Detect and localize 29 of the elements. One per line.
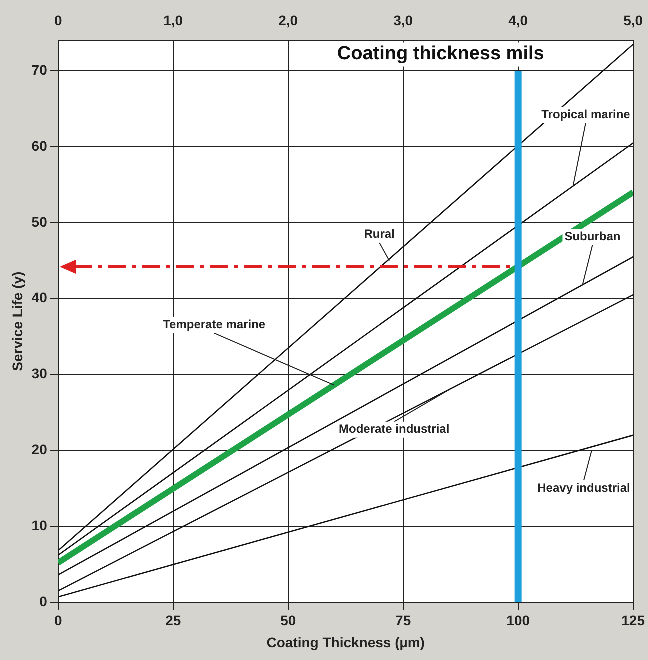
y-tick-label: 50	[32, 214, 48, 230]
annotation: Tropical marine	[542, 107, 631, 122]
x-axis-title: Coating Thickness (µm)	[266, 634, 425, 650]
x-tick-label: 25	[166, 612, 182, 629]
y-tick-label: 30	[32, 366, 48, 382]
x-tick-label: 75	[396, 612, 412, 629]
y-tick-label: 20	[32, 441, 48, 458]
x2-tick-label: 1,0	[164, 12, 184, 28]
annotation: Rural	[364, 227, 395, 242]
annotation: Temperate marine	[163, 318, 266, 332]
x-tick-label: 125	[622, 612, 646, 629]
x-tick-label: 50	[280, 612, 296, 629]
y-tick-label: 60	[32, 138, 48, 154]
annotation: Moderate industrial	[338, 422, 450, 436]
x2-tick-label: 0	[54, 12, 62, 28]
x2-tick-label: 5,0	[624, 12, 644, 28]
y-tick-label: 10	[32, 517, 48, 534]
x-tick-label: 0	[54, 612, 62, 629]
annotation: Heavy industrial	[538, 480, 630, 495]
y-tick-label: 40	[32, 290, 48, 306]
x2-tick-label: 3,0	[394, 12, 414, 28]
x2-axis-title: Coating thickness mils	[337, 44, 544, 65]
y-tick-label: 70	[32, 62, 48, 78]
x2-tick-label: 2,0	[278, 12, 298, 28]
x-tick-label: 100	[506, 612, 530, 629]
y-tick-label: 0	[40, 593, 48, 610]
x2-tick-label: 4,0	[508, 12, 528, 28]
annotation: Suburban	[564, 229, 621, 244]
y-axis-title: Service Life (y)	[9, 272, 26, 372]
